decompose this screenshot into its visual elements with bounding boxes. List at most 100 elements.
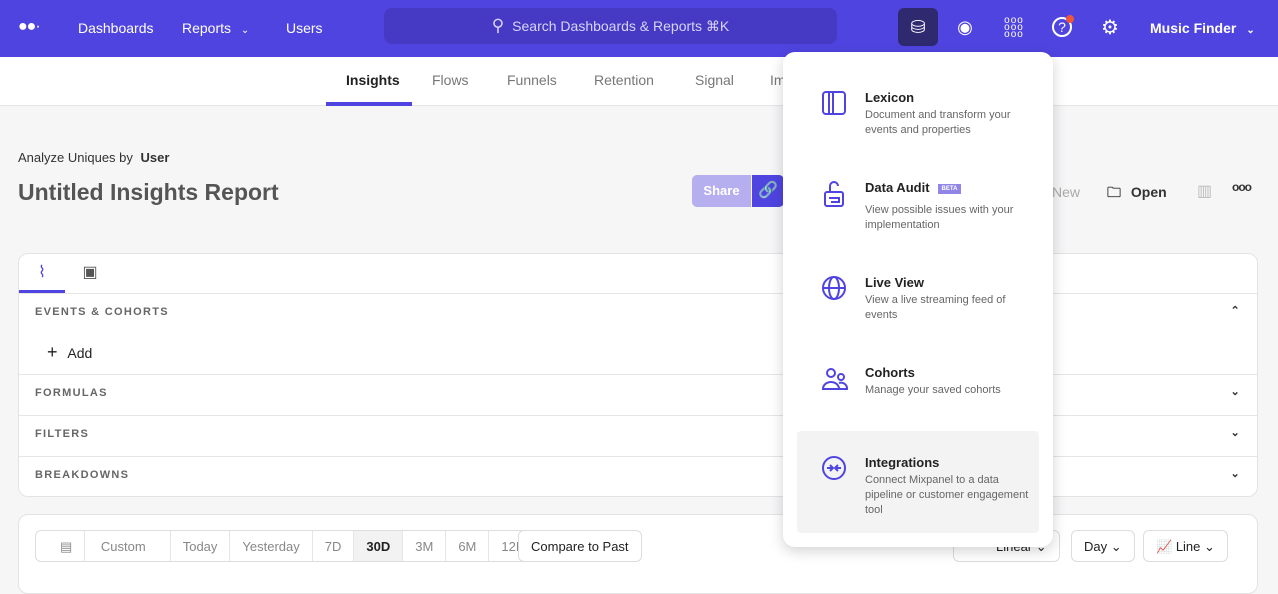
data-management-menu: Lexicon Document and transform your event… xyxy=(783,52,1053,547)
section-label: FORMULAS xyxy=(35,387,108,399)
menu-item-cohorts[interactable]: Cohorts Manage your saved cohorts xyxy=(797,365,1039,398)
data-management-button[interactable]: ⛁ xyxy=(898,8,938,46)
analyze-value: User xyxy=(140,150,170,165)
menu-item-live-view[interactable]: Live View View a live streaming feed of e… xyxy=(797,275,1039,323)
range-yesterday[interactable]: Yesterday xyxy=(230,531,313,561)
item-desc: Document and transform your events and p… xyxy=(865,109,1011,136)
compare-to-past-button[interactable]: Compare to Past xyxy=(518,530,642,562)
item-desc: View a live streaming feed of events xyxy=(865,294,1006,321)
logo[interactable]: ●●· xyxy=(18,18,41,35)
user-card-icon: ▣ xyxy=(82,264,98,281)
project-selector[interactable]: Music Finder ⌄ xyxy=(1150,20,1255,36)
section-events-cohorts[interactable]: EVENTS & COHORTS ⌃ + Add xyxy=(19,293,1257,374)
chat-icon: ◉ xyxy=(957,16,973,37)
copy-link-button[interactable]: 🔗 xyxy=(752,175,784,207)
add-to-dashboard-icon[interactable]: ▥ xyxy=(1197,183,1213,200)
open-button[interactable]: 🗀 Open xyxy=(1107,182,1167,206)
help-button[interactable]: ? xyxy=(1042,8,1082,46)
interval-selector[interactable]: Day ⌄ xyxy=(1071,530,1135,562)
item-title: Lexicon xyxy=(865,90,915,105)
query-builder: ⌇ ▣ EVENTS & COHORTS ⌃ + Add FORMULAS ⌄ FI… xyxy=(18,253,1258,497)
notification-dot xyxy=(1066,15,1074,23)
tab-funnels[interactable]: Funnels xyxy=(507,72,557,88)
chat-button[interactable]: ◉ xyxy=(945,8,985,46)
more-options-icon[interactable]: ooo xyxy=(1232,180,1252,194)
book-icon xyxy=(822,91,846,115)
plus-icon: + xyxy=(47,342,58,362)
search-input[interactable]: ⚲ Search Dashboards & Reports ⌘K xyxy=(384,8,837,44)
menu-item-integrations-highlight xyxy=(797,431,1039,533)
integrations-icon xyxy=(822,456,846,480)
interval-label: Day xyxy=(1084,539,1108,554)
item-title-text: Data Audit xyxy=(865,180,930,195)
range-custom[interactable]: ▤ Custom xyxy=(36,531,171,561)
globe-icon xyxy=(822,276,846,300)
page-title[interactable]: Untitled Insights Report xyxy=(18,179,279,205)
tab-users[interactable]: ▣ xyxy=(75,254,105,293)
nav-dashboards[interactable]: Dashboards xyxy=(78,20,154,36)
range-label: Custom xyxy=(100,539,146,554)
top-bar: ●●· Dashboards Reports ⌄ Users ⚲ Search D… xyxy=(0,0,1278,57)
calendar-icon: ▤ xyxy=(48,531,86,561)
item-desc: View possible issues with your implement… xyxy=(865,204,1014,231)
grid-icon: ooo ooo ooo xyxy=(1004,14,1024,40)
database-gear-icon: ⛁ xyxy=(910,16,926,37)
section-formulas[interactable]: FORMULAS ⌄ xyxy=(19,374,1257,415)
range-7d[interactable]: 7D xyxy=(313,531,355,561)
open-label: Open xyxy=(1130,184,1167,200)
chart-type-label: Line xyxy=(1175,539,1201,554)
add-label: Add xyxy=(67,345,93,361)
analyze-by[interactable]: Analyze Uniques by User xyxy=(18,150,169,165)
item-desc: Connect Mixpanel to a data pipeline or c… xyxy=(865,474,1029,516)
audit-icon xyxy=(824,181,844,207)
new-button[interactable]: New xyxy=(1052,184,1081,200)
gear-icon: ⚙ xyxy=(1101,16,1119,39)
line-chart-icon: 📈 xyxy=(1156,539,1173,554)
chevron-down-icon: ⌄ xyxy=(1246,25,1255,36)
range-3m[interactable]: 3M xyxy=(403,531,447,561)
range-today[interactable]: Today xyxy=(171,531,231,561)
range-6m[interactable]: 6M xyxy=(446,531,490,561)
share-button[interactable]: Share xyxy=(692,175,751,207)
section-breakdowns[interactable]: BREAKDOWNS ⌄ xyxy=(19,456,1257,497)
help-icon: ? xyxy=(1052,17,1072,37)
nav-users[interactable]: Users xyxy=(286,20,323,36)
users-icon xyxy=(821,368,848,390)
chevron-down-icon: ⌄ xyxy=(1230,468,1241,480)
section-filters[interactable]: FILTERS ⌄ xyxy=(19,415,1257,456)
section-label: EVENTS & COHORTS xyxy=(35,306,169,318)
chevron-down-icon: ⌄ xyxy=(1230,386,1241,398)
section-label: FILTERS xyxy=(35,428,90,440)
section-label: BREAKDOWNS xyxy=(35,469,130,481)
tab-retention[interactable]: Retention xyxy=(594,72,654,88)
item-title: Data Audit BETA xyxy=(865,180,1039,195)
item-title: Cohorts xyxy=(865,365,915,380)
chevron-down-icon: ⌄ xyxy=(240,25,250,36)
date-range-selector: ▤ Custom Today Yesterday 7D 30D 3M 6M 12… xyxy=(35,530,540,562)
item-title: Live View xyxy=(865,275,925,290)
tab-insights[interactable]: Insights xyxy=(346,72,400,88)
range-30d[interactable]: 30D xyxy=(354,531,404,561)
nav-reports[interactable]: Reports ⌄ xyxy=(182,20,249,36)
project-name: Music Finder xyxy=(1150,20,1237,36)
active-tab-indicator xyxy=(326,102,412,106)
tab-signal[interactable]: Signal xyxy=(695,72,734,88)
menu-item-integrations[interactable]: Integrations Connect Mixpanel to a data p… xyxy=(797,455,1039,518)
chart-type-selector[interactable]: 📈 Line ⌄ xyxy=(1143,530,1228,562)
add-event-button[interactable]: + Add xyxy=(47,342,92,363)
tab-events[interactable]: ⌇ xyxy=(19,254,65,293)
search-icon: ⚲ xyxy=(491,16,505,35)
chart-icon: ⌇ xyxy=(38,264,46,281)
beta-badge: BETA xyxy=(937,183,962,194)
menu-item-data-audit[interactable]: Data Audit BETA View possible issues with … xyxy=(797,180,1039,233)
nav-reports-label: Reports xyxy=(182,20,232,36)
tab-impact[interactable]: Im xyxy=(770,72,786,88)
menu-item-lexicon[interactable]: Lexicon Document and transform your event… xyxy=(797,90,1039,138)
chevron-up-icon: ⌃ xyxy=(1230,305,1241,317)
settings-button[interactable]: ⚙ xyxy=(1090,8,1130,46)
item-title: Integrations xyxy=(865,455,940,470)
tab-flows[interactable]: Flows xyxy=(432,72,469,88)
apps-button[interactable]: ooo ooo ooo xyxy=(994,8,1034,46)
link-icon: 🔗 xyxy=(758,182,778,199)
analyze-label: Analyze Uniques by xyxy=(18,150,133,165)
